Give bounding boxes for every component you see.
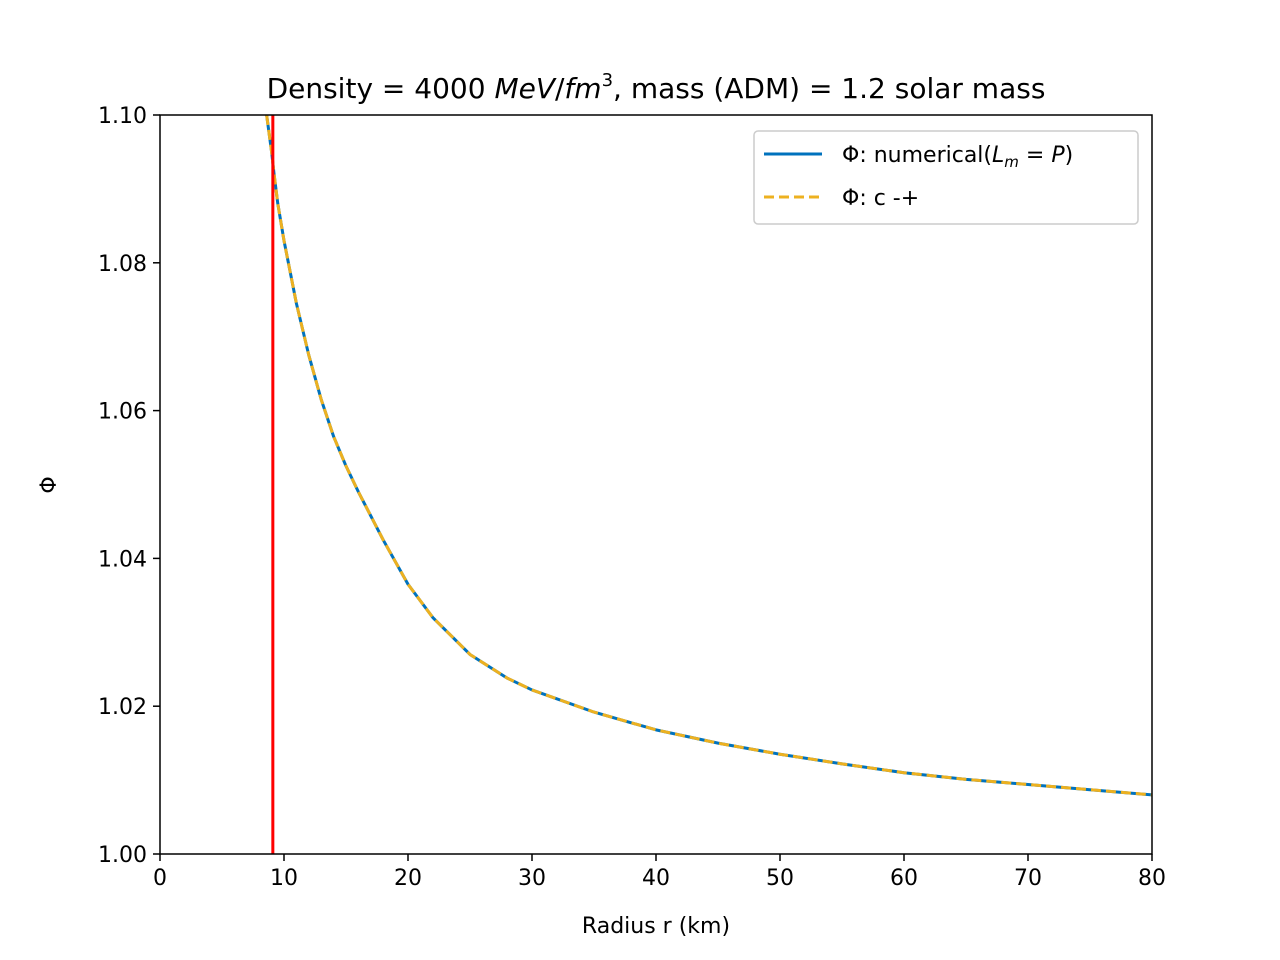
series-line-c (265, 115, 1152, 797)
legend-label-numerical: Φ: numerical(Lm = P) (842, 143, 1073, 171)
y-tick-label: 1.08 (98, 252, 147, 277)
x-tick-label: 0 (153, 866, 167, 891)
legend-numerical-prefix: Φ: numerical( (842, 143, 992, 168)
y-tick-label: 1.04 (98, 547, 147, 572)
x-tick-label: 70 (1014, 866, 1042, 891)
x-tick-label: 30 (518, 866, 546, 891)
title-unit-sep: / (555, 72, 565, 105)
y-axis: 1.00 1.02 1.04 1.06 1.08 1.10 (98, 104, 160, 868)
legend-numerical-L: L (992, 143, 1004, 168)
plot-area (265, 115, 1152, 854)
y-tick-label: 1.02 (98, 695, 147, 720)
x-tick-label: 60 (890, 866, 918, 891)
title-suffix: , mass (ADM) = 1.2 solar mass (613, 72, 1045, 105)
x-axis: 0 10 20 30 40 50 60 70 80 (153, 854, 1166, 891)
x-axis-label: Radius r (km) (582, 914, 730, 939)
legend-numerical-sub: m (1004, 153, 1019, 171)
chart-title: Density = 4000 MeV/fm3, mass (ADM) = 1.2… (267, 70, 1046, 105)
axes-frame (159, 114, 1153, 855)
x-tick-label: 80 (1138, 866, 1166, 891)
y-axis-label: Φ (37, 476, 62, 493)
x-tick-label: 10 (270, 866, 298, 891)
y-tick-label: 1.00 (98, 843, 147, 868)
title-unit-fm: fm (564, 72, 601, 105)
title-unit-mev: MeV (494, 72, 556, 105)
x-tick-label: 20 (394, 866, 422, 891)
legend-label-c: Φ: c -+ (842, 186, 919, 211)
legend-box (753, 130, 1139, 225)
x-tick-label: 50 (766, 866, 794, 891)
title-unit-sup: 3 (602, 70, 613, 91)
x-tick-label: 40 (642, 866, 670, 891)
legend: Φ: numerical(Lm = P) Φ: c -+ (753, 130, 1139, 225)
y-tick-label: 1.10 (98, 104, 147, 129)
y-tick-label: 1.06 (98, 400, 147, 425)
legend-numerical-suffix: ) (1065, 143, 1074, 168)
title-text: Density = 4000 (267, 72, 495, 105)
legend-numerical-rest: = P (1019, 143, 1065, 168)
